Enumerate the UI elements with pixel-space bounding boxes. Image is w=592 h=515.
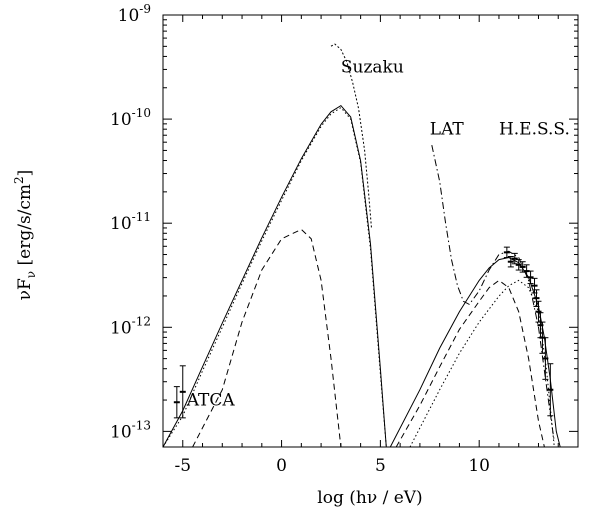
y-tick-label: 10-13 <box>110 418 151 442</box>
x-tick-label: 0 <box>276 456 287 476</box>
y-tick-label: 10-10 <box>110 106 151 130</box>
x-tick-label: 10 <box>468 456 490 476</box>
ylabel-sup: 2 <box>12 176 26 184</box>
x-ticks: -5 0 5 10 <box>162 15 579 476</box>
ylabel-end: ] <box>15 170 35 177</box>
y-tick-exp: -10 <box>132 106 151 120</box>
model-curves <box>162 43 561 448</box>
ylabel-sub: ν <box>24 271 38 278</box>
annotation-label: ATCA <box>186 390 236 410</box>
x-tick-label: -5 <box>174 456 191 476</box>
plot-frame <box>162 14 579 448</box>
y-tick-base: 10 <box>118 6 140 26</box>
annotation-label: LAT <box>430 120 465 140</box>
series-line-6 <box>431 144 555 442</box>
ylabel-base: νF <box>15 278 35 300</box>
y-tick-label: 10-11 <box>110 210 151 234</box>
y-tick-exp: -9 <box>139 2 151 16</box>
y-tick-exp: -11 <box>132 210 151 224</box>
annotation-label: Suzaku <box>341 57 404 77</box>
x-axis-title: log (hν / eV) <box>317 488 422 508</box>
y-tick-base: 10 <box>110 110 132 130</box>
y-tick-exp: -12 <box>132 314 151 328</box>
y-tick-label: 10-12 <box>110 314 151 338</box>
y-axis-title: νFν [erg/s/cm2] <box>12 170 38 301</box>
y-tick-label: 10-9 <box>118 2 151 26</box>
series-line-7 <box>330 43 372 229</box>
y-tick-exp: -13 <box>132 418 151 432</box>
y-tick-base: 10 <box>110 422 132 442</box>
annotation-label: H.E.S.S. <box>499 120 570 140</box>
series-line-5 <box>409 279 555 448</box>
x-tick-label: 5 <box>375 456 386 476</box>
annotations: Suzaku LAT H.E.S.S. ATCA <box>186 57 570 410</box>
series-line-4 <box>395 279 545 448</box>
series-line-1 <box>162 106 387 448</box>
y-tick-base: 10 <box>110 214 132 234</box>
y-tick-base: 10 <box>110 318 132 338</box>
series-line-2 <box>192 228 342 448</box>
data-points <box>173 246 554 419</box>
ylabel-text: [erg/s/cm <box>15 184 35 271</box>
